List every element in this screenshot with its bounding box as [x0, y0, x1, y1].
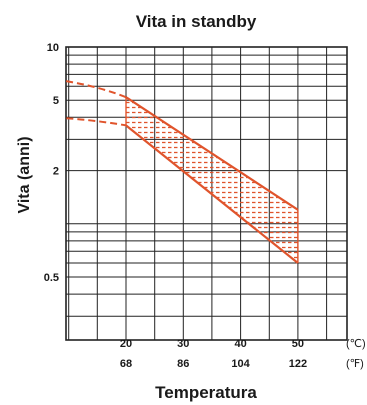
grid [65, 46, 348, 341]
x-tick-label-celsius: 50 [292, 338, 304, 350]
data-band [66, 80, 299, 264]
y-tick-label: 10 [47, 42, 59, 54]
x-axis-ticks: 20 68 30 86 40 104 50 122 [120, 338, 307, 370]
x-tick-label-fahrenheit: 122 [289, 358, 307, 370]
x-tick-label-celsius: 30 [177, 338, 189, 350]
chart-title: Vita in standby [136, 12, 257, 31]
band-hatch [126, 97, 298, 263]
plot-frame [65, 46, 348, 341]
y-axis-ticks: 10 5 2 0.5 [44, 42, 59, 284]
series-line-upper [125, 96, 299, 211]
unit-label-fahrenheit: (℉) [346, 358, 364, 370]
y-tick-label: 2 [53, 166, 59, 178]
y-tick-label: 0.5 [44, 272, 59, 284]
x-tick-label-celsius: 20 [120, 338, 132, 350]
x-tick-label-fahrenheit: 86 [177, 358, 189, 370]
x-tick-label-fahrenheit: 104 [231, 358, 250, 370]
x-axis-label: Temperatura [155, 383, 257, 402]
series-line-lower [125, 124, 299, 264]
extrapolation-dashed-line [66, 117, 127, 127]
x-tick-label-celsius: 40 [234, 338, 246, 350]
unit-label-celsius: (℃) [346, 338, 366, 350]
x-tick-label-fahrenheit: 68 [120, 358, 132, 370]
y-axis-label: Vita (anni) [16, 136, 33, 213]
y-tick-label: 5 [53, 95, 59, 107]
